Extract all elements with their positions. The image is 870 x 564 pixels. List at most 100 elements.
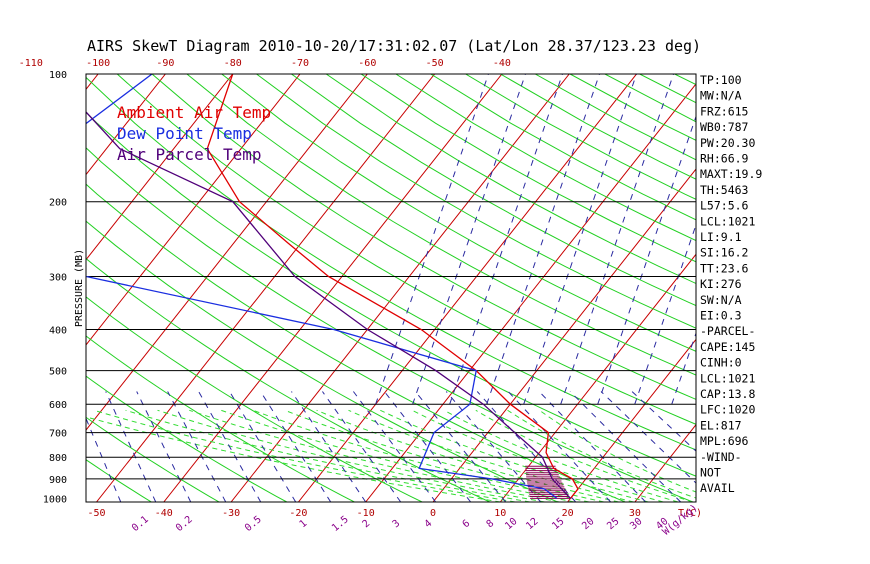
stat-line: CAP:13.8 [700,387,755,401]
y-axis-label: PRESSURE (MB) [74,249,85,327]
bottom-temp-tick-label: -50 [87,508,105,519]
stat-line: RH:66.9 [700,152,749,166]
dry-adiabat-line [744,74,870,502]
top-temp-tick-label: -70 [291,58,309,69]
stat-line: LFC:1020 [700,403,755,417]
stat-line: TH:5463 [700,183,749,197]
mixing-ratio-tick-label: 3 [391,518,403,530]
stat-line: LCL:1021 [700,214,755,228]
bottom-temp-tick-label: 0 [430,508,436,519]
dry-adiabat-line [0,74,625,502]
pressure-tick-label: 900 [49,475,67,486]
moist-adiabat-line [94,410,515,502]
stat-line: KI:276 [700,277,742,291]
legend-entry: Air Parcel Temp [117,145,262,164]
top-temp-tick-label: -60 [358,58,376,69]
dry-adiabat-line [849,74,870,502]
mixing-ratio-line [413,74,526,404]
stat-line: FRZ:615 [700,104,748,118]
cape-hatch-lines [525,466,570,498]
stat-line: CINH:0 [700,356,742,370]
moist-adiabat-line [189,410,559,502]
pressure-tick-label: 100 [49,70,67,81]
top-temp-tick-label: -80 [224,58,242,69]
dry-adiabat-line [0,74,84,502]
legend-entry: Dew Point Temp [117,124,252,143]
stat-line: PW:20.30 [700,136,755,150]
stat-line: -PARCEL- [700,324,755,338]
pressure-tick-label: 300 [49,272,67,283]
pressure-tick-label: 500 [49,367,67,378]
mixing-ratio-tick-label: 2 [361,518,373,530]
stat-line: EL:817 [700,418,742,432]
top-temp-tick-label: -100 [86,58,110,69]
bottom-temp-tick-label: -20 [289,508,307,519]
mixing-ratio-tick-label: 20 [580,516,596,532]
stat-line: -WIND- [700,450,742,464]
stat-line: WB0:787 [700,120,749,134]
stat-line: NOT [700,466,721,480]
pressure-tick-label: 400 [49,325,67,336]
moist-adiabats [62,410,722,502]
bottom-temp-tick-label: 10 [494,508,506,519]
mixing-ratio-line [376,74,489,404]
pressure-tick-label: 1000 [43,494,67,505]
mixing-ratio-line [261,391,331,502]
stat-line: LCL:1021 [700,371,755,385]
isotherm-line [770,74,870,502]
top-temp-tick-label: -40 [493,58,511,69]
mixing-ratio-line [783,74,870,404]
pressure-tick-label: 800 [49,453,67,464]
stat-line: MW:N/A [700,89,742,103]
legend-entry: Ambient Air Temp [117,103,271,122]
mixing-ratio-tick-label: 0.2 [174,514,195,534]
mixing-ratio-line [0,391,16,502]
stat-line: SI:16.2 [700,246,748,260]
stat-line: MAXT:19.9 [700,167,762,181]
top-temp-tick-label: -50 [426,58,444,69]
mixing-ratio-tick-label: 0.1 [130,514,151,534]
chart-title: AIRS SkewT Diagram 2010-10-20/17:31:02.0… [87,37,701,55]
dry-adiabat-line [326,74,870,502]
pressure-tick-label: 200 [49,198,67,209]
stat-line: CAPE:145 [700,340,755,354]
mixing-ratio-line [291,391,365,502]
dry-adiabat-line [431,74,870,502]
stat-line: TT:23.6 [700,261,749,275]
ambient-temp-line [207,74,578,498]
top-temp-tick-label: -90 [156,58,174,69]
mixing-ratio-tick-label: 1 [298,518,310,530]
bottom-temp-tick-label: -40 [155,508,173,519]
mixing-ratio-tick-label: 12 [524,516,540,532]
bottom-temp-tick-label: -30 [222,508,240,519]
mixing-ratio-tick-label: 8 [485,518,497,530]
mixing-ratio-tick-label: 6 [461,518,473,530]
mixing-ratio-tick-label: 1.5 [330,514,351,534]
mixing-ratio-line [524,74,637,404]
pressure-tick-label: 600 [49,400,67,411]
stat-line: SW:N/A [700,293,742,307]
cape-hatch [525,466,570,498]
dry-adiabat-line [0,74,16,502]
pressure-tick-label: 700 [49,429,67,440]
stat-line: EI:0.3 [700,309,742,323]
mixing-ratio-line [746,74,859,404]
legend: Ambient Air Temp Dew Point Temp Air Parcel… [117,103,271,164]
mixing-ratio-tick-label: 0.5 [243,514,264,534]
stat-line: AVAIL [700,481,735,495]
dry-adiabat-line [814,74,870,502]
bottom-temp-tick-label: 20 [562,508,574,519]
dry-adiabat-line [779,74,870,502]
dry-adiabat-line [222,74,870,502]
stat-line: TP:100 [700,73,742,87]
mixing-ratio-tick-label: 25 [605,516,621,532]
stat-line: MPL:696 [700,434,749,448]
stat-line: LI:9.1 [700,230,742,244]
stat-line: L57:5.6 [700,199,749,213]
bottom-temp-tick-label: -10 [357,508,375,519]
isotherm-line [0,74,31,502]
top-temp-tick-label: -110 [19,58,43,69]
